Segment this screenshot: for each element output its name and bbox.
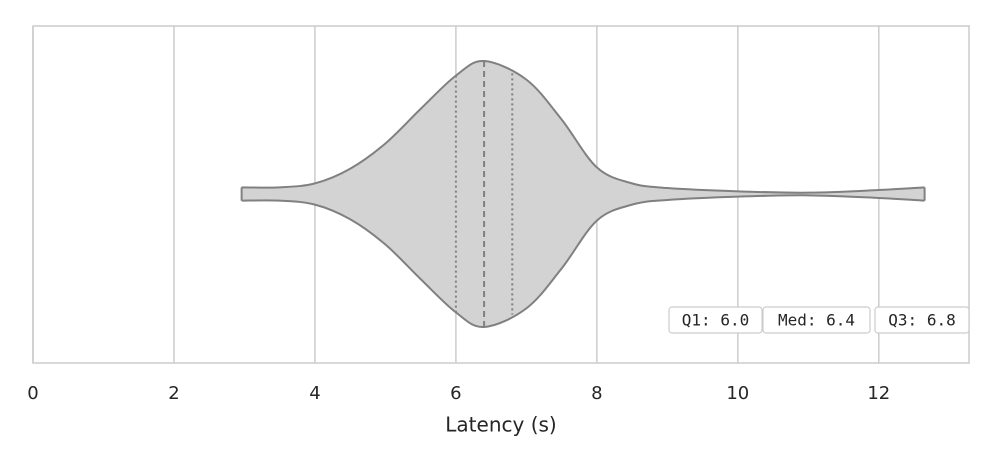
x-tick-label: 10 [726, 383, 749, 404]
x-axis-label: Latency (s) [445, 413, 556, 437]
annotation: Q3: 6.8 [888, 311, 955, 330]
x-tick-label: 2 [168, 383, 179, 404]
violin-upper-edge [241, 59, 925, 194]
x-tick-label: 6 [450, 383, 461, 404]
annotation-box [668, 306, 763, 334]
annotation-box [874, 306, 970, 334]
x-tick-label: 12 [867, 383, 890, 404]
annotation: Med: 6.4 [778, 311, 855, 330]
x-tick-label: 8 [591, 383, 602, 404]
annotation-box [762, 306, 871, 334]
plot-frame [32, 25, 970, 364]
x-tick-label: 0 [27, 383, 38, 404]
annotation: Q1: 6.0 [682, 311, 749, 330]
violin-body [241, 60, 925, 328]
x-tick-label: 4 [309, 383, 320, 404]
violin-lower-edge [241, 194, 925, 329]
